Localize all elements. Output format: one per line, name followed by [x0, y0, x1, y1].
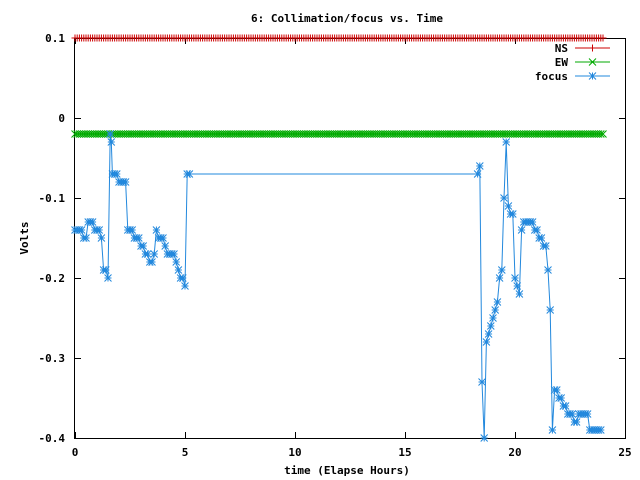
- data-point-focus: [508, 210, 517, 218]
- data-point-focus: [502, 138, 511, 146]
- data-point-focus: [161, 242, 170, 250]
- data-point-focus: [491, 306, 500, 314]
- data-point-focus: [497, 266, 506, 274]
- series-line-focus: [75, 133, 601, 439]
- data-point-focus: [170, 250, 178, 258]
- data-point-focus: [77, 226, 86, 234]
- data-point-focus: [546, 306, 555, 314]
- y-axis-label: Volts: [18, 221, 31, 254]
- data-point-focus: [486, 322, 495, 330]
- data-point-focus: [172, 258, 181, 266]
- x-tick-label: 0: [72, 446, 79, 459]
- data-point-focus: [106, 130, 115, 138]
- data-point-focus: [500, 194, 508, 202]
- data-point-focus: [82, 234, 90, 242]
- data-point-focus: [148, 258, 156, 266]
- data-point-focus: [152, 226, 161, 234]
- series-focus: [71, 130, 605, 442]
- legend-label-ew: EW: [555, 56, 569, 69]
- data-point-focus: [104, 274, 112, 282]
- x-tick-label: 5: [182, 446, 189, 459]
- data-point-focus: [473, 170, 482, 178]
- data-point-focus: [101, 266, 110, 274]
- legend-label-ns: NS: [555, 42, 568, 55]
- data-point-focus: [159, 234, 167, 242]
- series-layer: [71, 34, 607, 442]
- y-tick-label: -0.3: [39, 352, 66, 365]
- data-point-focus: [174, 266, 183, 274]
- data-point-focus: [583, 410, 592, 418]
- data-point-focus: [480, 434, 489, 442]
- legend-marker-focus: [588, 72, 597, 80]
- data-point-focus: [489, 314, 497, 322]
- data-point-focus: [495, 274, 504, 282]
- data-point-focus: [88, 218, 97, 226]
- data-point-focus: [544, 266, 552, 274]
- data-point-focus: [513, 282, 522, 290]
- x-tick-label: 20: [508, 446, 521, 459]
- x-axis-label: time (Elapse Hours): [284, 464, 410, 477]
- data-point-focus: [511, 274, 519, 282]
- x-tick-label: 25: [618, 446, 631, 459]
- y-tick-label: -0.4: [39, 432, 66, 445]
- data-point-focus: [475, 162, 484, 170]
- chart-title: 6: Collimation/focus vs. Time: [251, 12, 443, 25]
- data-point-focus: [541, 242, 550, 250]
- data-point-focus: [178, 274, 187, 282]
- data-point-focus: [97, 234, 106, 242]
- data-point-focus: [572, 418, 581, 426]
- data-point-focus: [107, 138, 116, 146]
- data-point-focus: [143, 250, 152, 258]
- data-point-focus: [537, 234, 546, 242]
- data-point-focus: [504, 202, 513, 210]
- data-point-ew: [596, 130, 605, 138]
- data-point-focus: [515, 290, 524, 298]
- data-point-focus: [139, 242, 148, 250]
- data-point-focus: [482, 338, 491, 346]
- data-point-focus: [561, 402, 570, 410]
- data-point-focus: [548, 426, 557, 434]
- series-ew: [71, 130, 607, 138]
- series-ns: [71, 34, 607, 42]
- x-tick-label: 15: [398, 446, 411, 459]
- data-point-ns: [599, 34, 607, 42]
- data-point-focus: [552, 386, 561, 394]
- axis-ticks: 0 5 10 15 20 25 -0.4 -0.3 -0.2 -0.1 0 0.1: [39, 32, 632, 459]
- data-point-focus: [568, 410, 577, 418]
- data-point-focus: [484, 330, 493, 338]
- data-point-focus: [134, 234, 143, 242]
- y-tick-label: 0: [58, 112, 65, 125]
- data-point-focus: [517, 226, 526, 234]
- data-point-focus: [596, 426, 605, 434]
- data-point-focus: [533, 226, 541, 234]
- data-point-focus: [150, 250, 159, 258]
- data-point-focus: [493, 298, 502, 306]
- data-point-focus: [557, 394, 566, 402]
- data-point-focus: [112, 170, 121, 178]
- data-point-focus: [95, 226, 104, 234]
- legend-label-focus: focus: [535, 70, 568, 83]
- data-point-focus: [121, 178, 130, 186]
- data-point-focus: [528, 218, 537, 226]
- legend-marker-ew: [588, 58, 597, 66]
- data-point-focus: [185, 170, 194, 178]
- y-tick-label: 0.1: [45, 32, 65, 45]
- data-point-focus: [128, 226, 137, 234]
- y-tick-label: -0.2: [39, 272, 66, 285]
- data-point-focus: [478, 378, 486, 386]
- data-point-ew: [599, 130, 607, 138]
- y-tick-label: -0.1: [39, 192, 66, 205]
- legend-marker-ns: [589, 44, 596, 52]
- x-tick-label: 10: [288, 446, 301, 459]
- data-point-focus: [181, 282, 189, 290]
